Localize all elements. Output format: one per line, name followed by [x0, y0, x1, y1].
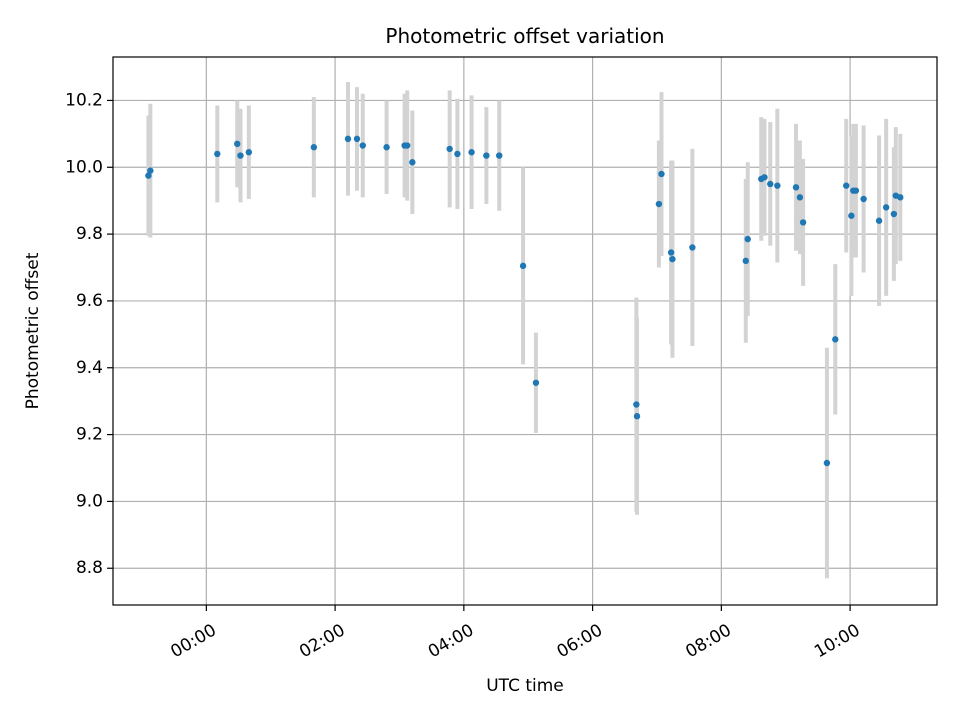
data-point	[245, 149, 253, 156]
data-point	[655, 200, 663, 208]
data-point	[744, 235, 751, 243]
data-point	[761, 174, 768, 181]
data-point	[774, 182, 781, 189]
data-point	[897, 194, 904, 201]
x-axis-label: UTC time	[486, 676, 564, 696]
y-tick-label: 9.6	[76, 291, 103, 311]
data-point	[214, 150, 221, 158]
data-point	[633, 401, 640, 408]
data-points	[145, 135, 904, 467]
data-point	[454, 150, 461, 158]
data-point	[767, 180, 774, 188]
data-point	[742, 257, 750, 265]
data-point	[799, 219, 807, 226]
data-point	[823, 459, 831, 467]
data-point	[848, 212, 855, 219]
data-point	[852, 187, 860, 194]
data-point	[353, 135, 361, 143]
data-point	[147, 167, 154, 174]
data-point	[875, 217, 883, 224]
data-point	[409, 159, 416, 166]
y-axis-label: Photometric offset	[23, 252, 43, 409]
data-point	[496, 152, 503, 159]
y-tick-label: 10.0	[65, 157, 103, 177]
y-tick-label: 10.2	[65, 90, 103, 110]
y-axis-ticks: 8.8 9.0 9.2 9.4 9.6 9.8 10.0 10.2	[65, 90, 113, 578]
data-point	[890, 210, 898, 218]
y-tick-label: 8.8	[76, 558, 103, 578]
data-point	[145, 172, 152, 179]
y-tick-label: 9.0	[76, 491, 103, 511]
data-point	[633, 413, 641, 420]
data-point	[832, 336, 839, 343]
data-point	[383, 144, 390, 151]
data-point	[882, 204, 890, 211]
y-tick-label: 9.4	[76, 358, 103, 378]
data-point	[446, 145, 453, 153]
data-point	[344, 135, 352, 143]
data-point	[519, 262, 527, 270]
plot-frame	[112, 56, 938, 606]
y-tick-label: 9.8	[76, 224, 103, 244]
data-point	[237, 152, 244, 159]
data-point	[860, 195, 867, 203]
y-tick-label: 9.2	[76, 425, 103, 445]
data-point	[310, 144, 318, 151]
data-point	[359, 142, 366, 149]
data-point	[796, 194, 804, 201]
data-point	[234, 140, 241, 148]
data-point	[403, 142, 411, 149]
data-point	[532, 379, 540, 386]
data-point	[689, 244, 696, 251]
data-point	[792, 184, 800, 191]
data-point	[667, 249, 675, 256]
data-point	[658, 170, 665, 178]
data-point	[483, 152, 490, 159]
chart-title: Photometric offset variation	[385, 24, 664, 48]
data-point	[468, 149, 475, 156]
data-point	[669, 255, 676, 263]
data-point	[843, 182, 850, 189]
